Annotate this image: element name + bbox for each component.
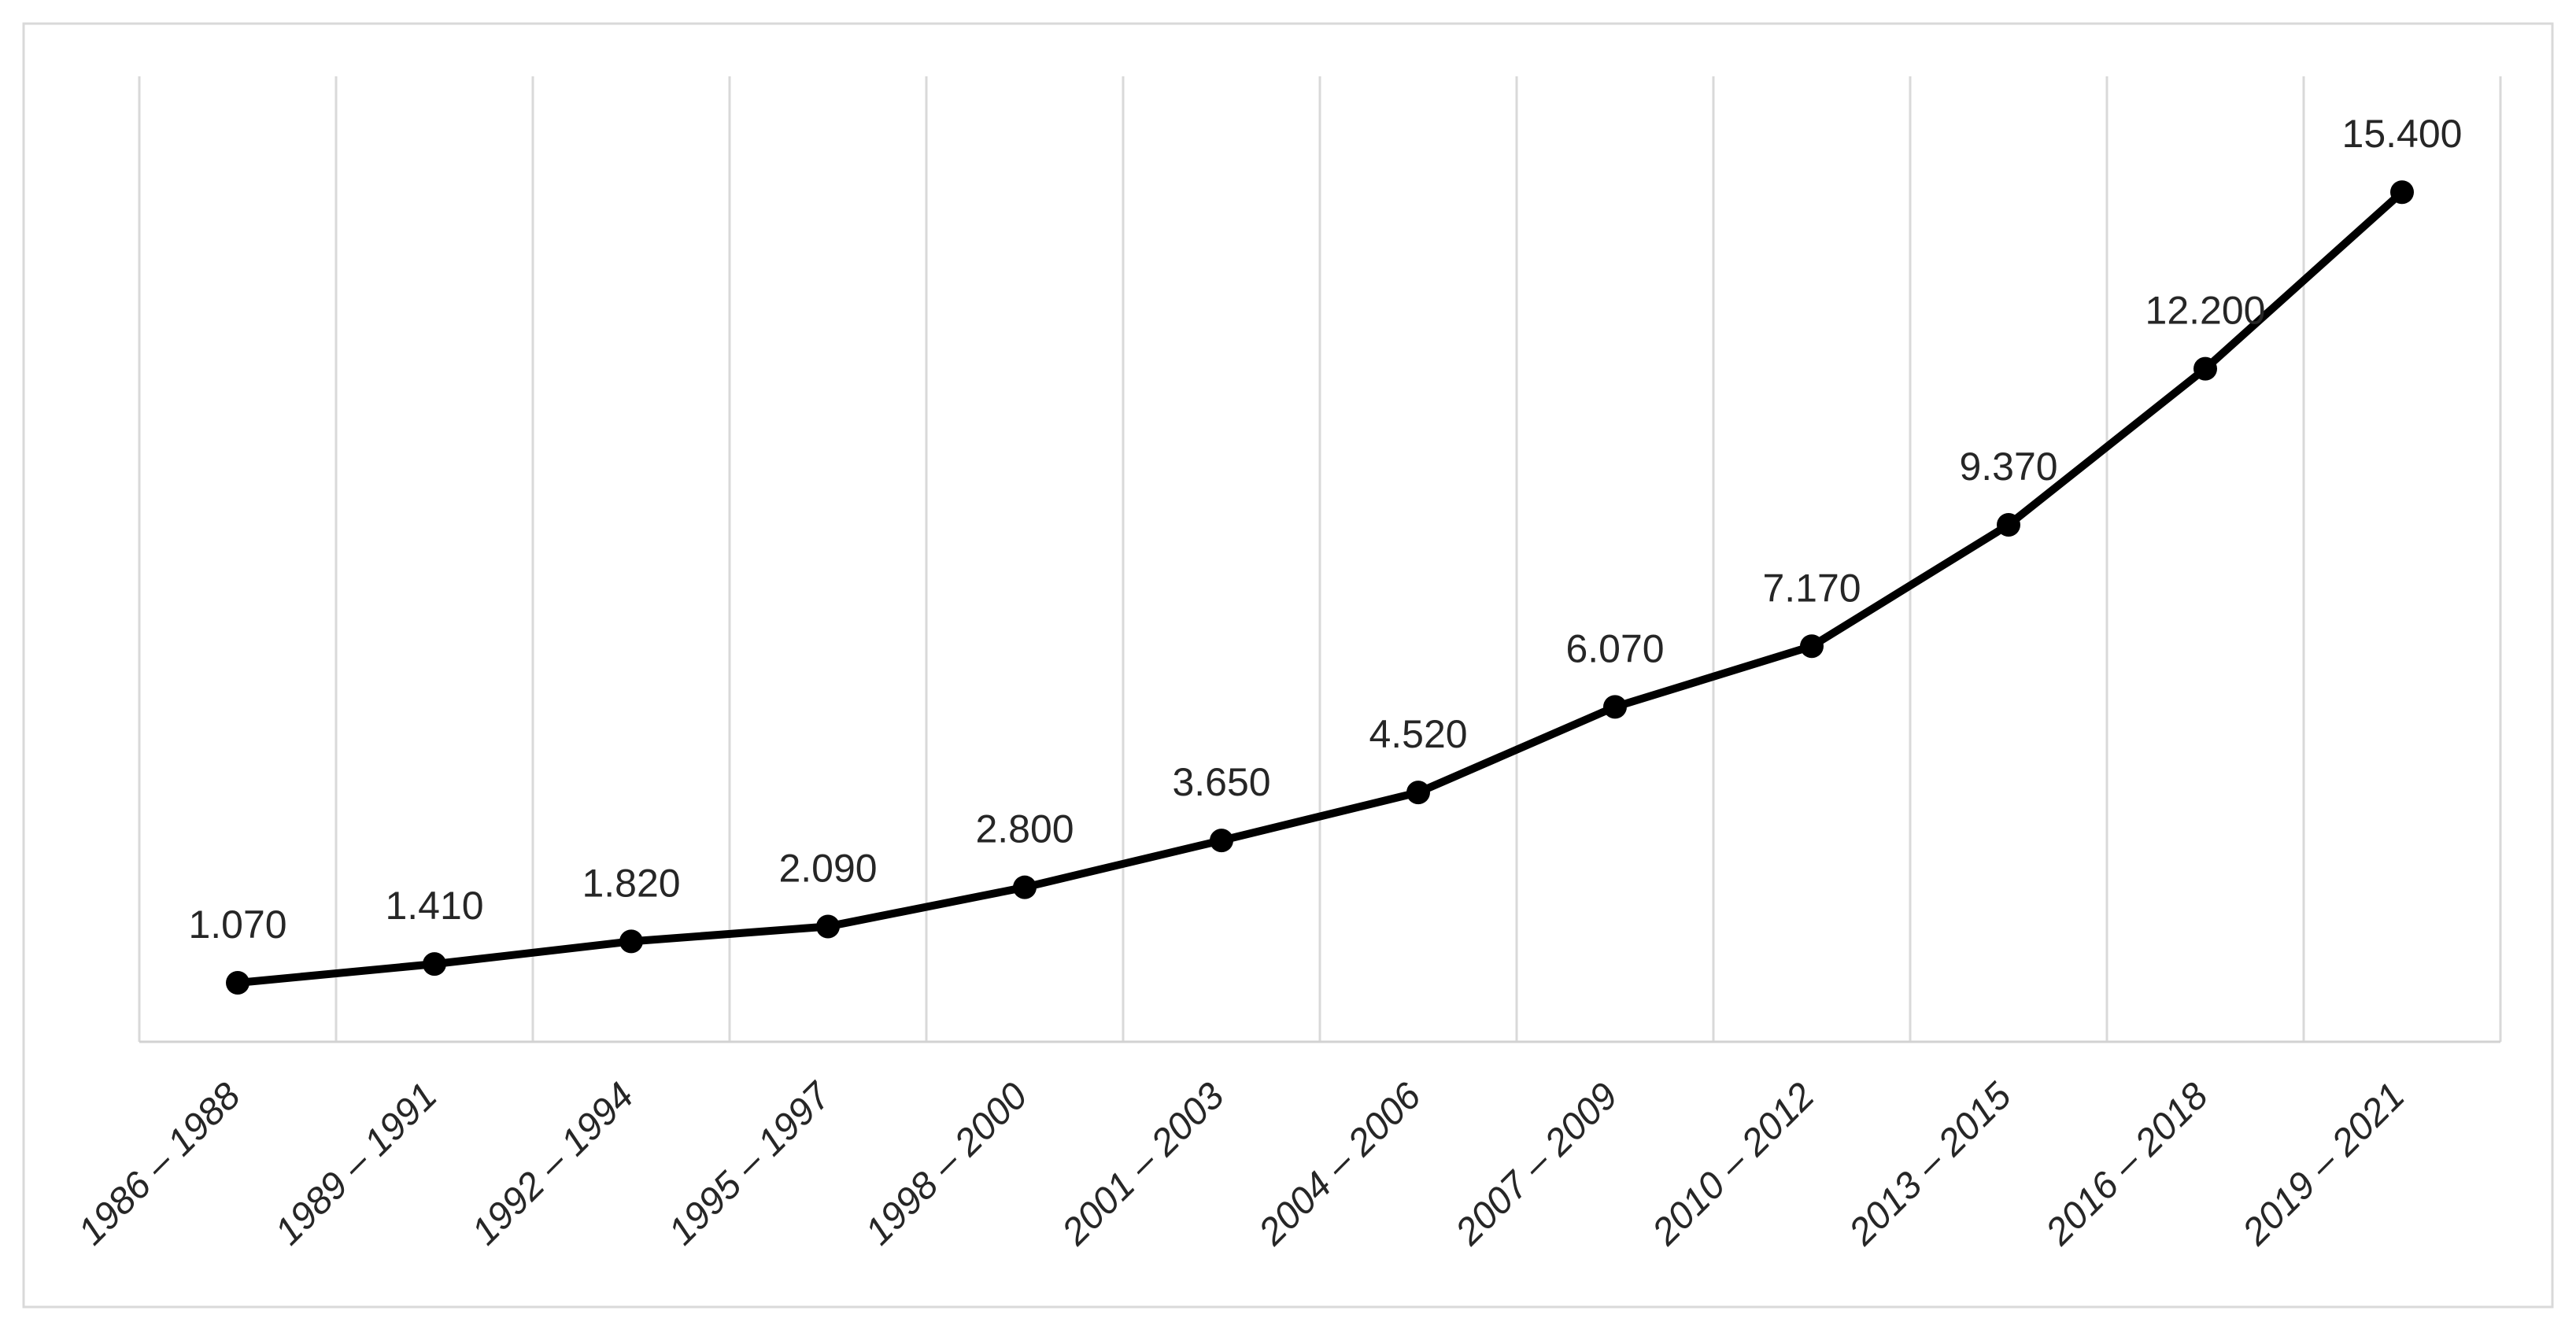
data-point-marker [2193, 356, 2217, 381]
data-point-marker [816, 914, 840, 939]
data-point-marker [1210, 829, 1233, 853]
x-axis-tick-label: 2001 – 2003 [1054, 1075, 1233, 1253]
x-axis-tick-label: 2004 – 2006 [1251, 1075, 1429, 1253]
x-axis-tick-label: 1992 – 1994 [464, 1075, 642, 1253]
data-point-marker [1013, 875, 1037, 899]
data-label: 3.650 [1172, 760, 1270, 804]
data-label: 1.820 [582, 861, 680, 905]
x-axis-tick-label: 2019 – 2021 [2234, 1075, 2413, 1253]
data-point-marker [2390, 180, 2414, 205]
data-label: 1.070 [188, 903, 286, 947]
data-label: 2.090 [778, 846, 877, 890]
data-label: 7.170 [1762, 566, 1861, 610]
x-axis-tick-label: 1998 – 2000 [858, 1075, 1036, 1253]
x-axis-tick-label: 1995 – 1997 [661, 1074, 841, 1253]
data-point-marker [619, 929, 643, 954]
data-label: 12.200 [2145, 289, 2266, 333]
series-line [234, 188, 2406, 987]
x-axis-tick-label: 1989 – 1991 [268, 1075, 445, 1253]
data-label: 1.410 [385, 884, 483, 928]
data-point-marker [226, 970, 249, 995]
data-label: 9.370 [1959, 445, 2057, 489]
x-axis-tick-label: 2016 – 2018 [2038, 1075, 2216, 1253]
x-axis-tick-label: 2010 – 2012 [1644, 1075, 1823, 1253]
chart-border [22, 22, 2554, 1309]
data-point-marker [1997, 513, 2020, 537]
data-label: 4.520 [1369, 712, 1467, 756]
data-point-marker [1800, 634, 1824, 659]
data-label: 15.400 [2342, 112, 2463, 156]
data-point-marker [1603, 695, 1627, 719]
x-axis-tick-label: 2013 – 2015 [1841, 1075, 2020, 1253]
data-label: 2.800 [975, 807, 1074, 851]
x-axis-tick-label: 1986 – 1988 [71, 1075, 249, 1253]
data-point-marker [423, 952, 446, 976]
data-label: 6.070 [1565, 626, 1664, 670]
x-axis-tick-label: 2007 – 2009 [1447, 1075, 1626, 1253]
data-point-marker [1406, 781, 1430, 805]
